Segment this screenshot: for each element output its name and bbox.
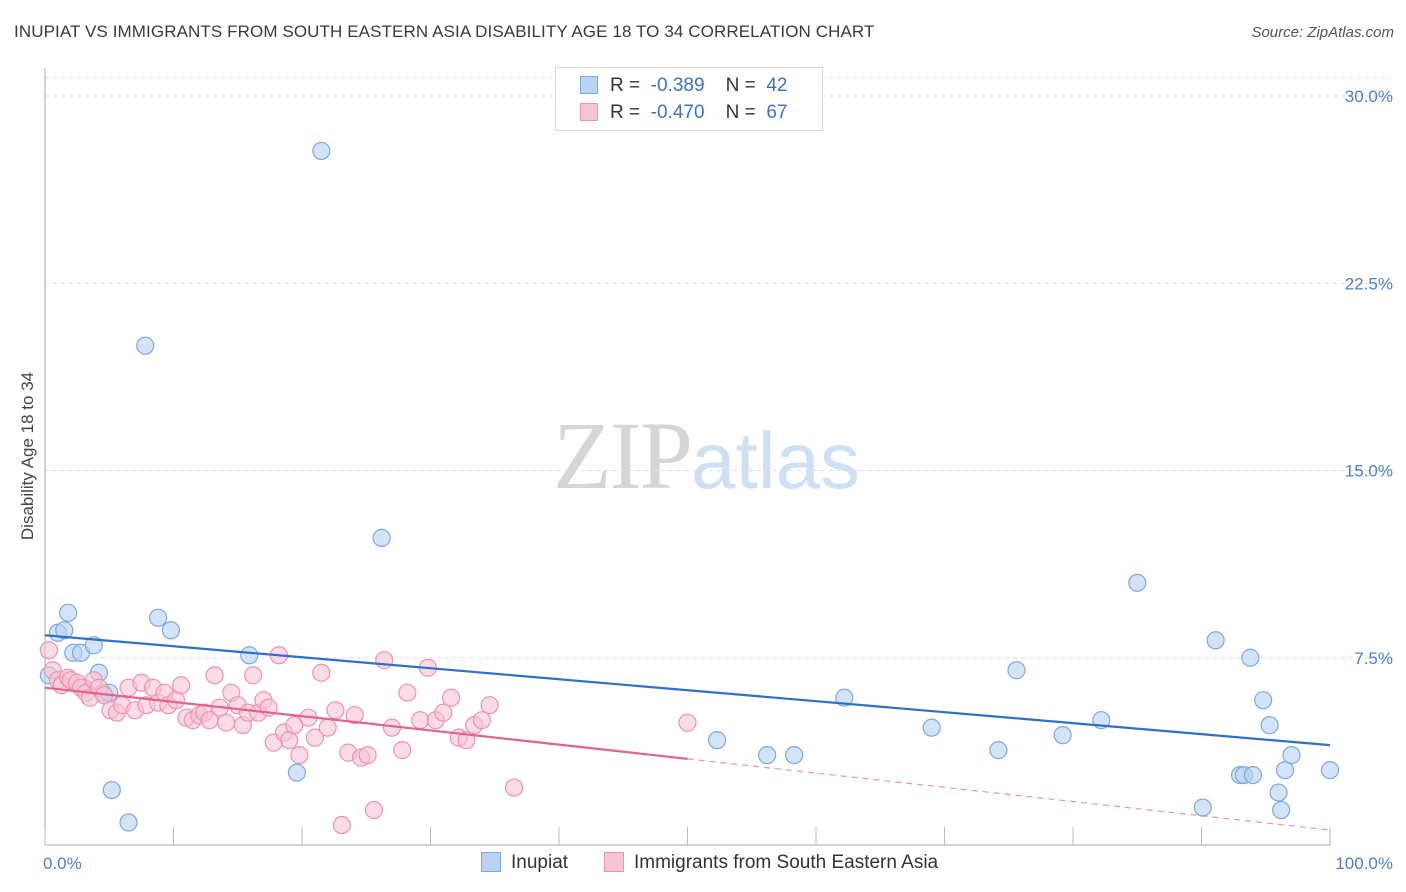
immigrants-legend-swatch [604, 852, 624, 872]
immigrants-point [217, 713, 236, 732]
stats-legend-row-inupiat: R = -0.389 N = 42 [580, 75, 787, 99]
immigrants-point [472, 711, 491, 730]
immigrants-point [332, 815, 351, 835]
immigrants-point [39, 641, 58, 660]
chart-title: INUPIAT VS IMMIGRANTS FROM SOUTH EASTERN… [14, 22, 875, 41]
inupiat-point [1320, 760, 1340, 780]
inupiat-point [922, 718, 941, 737]
immigrants-point [441, 688, 461, 707]
inupiat-point [707, 731, 727, 750]
immigrants-point [393, 741, 412, 760]
r-label: R = [610, 75, 641, 96]
immigrants-point [678, 713, 697, 732]
immigrants-point [398, 683, 417, 702]
inupiat-point [161, 621, 181, 640]
inupiat-point [1241, 648, 1260, 667]
inupiat-point [1272, 800, 1291, 820]
immigrants-swatch [580, 103, 598, 121]
inupiat-legend-swatch [481, 852, 501, 872]
inupiat-point [1007, 661, 1026, 680]
immigrants-point [364, 800, 384, 820]
y-tick-label: 15.0% [1345, 462, 1393, 481]
immigrants-point [244, 666, 263, 685]
inupiat-swatch [580, 76, 598, 94]
inupiat-point [1254, 691, 1273, 710]
x-tick-label: 0.0% [43, 854, 82, 873]
inupiat-point [312, 141, 331, 161]
inupiat-point [136, 336, 155, 355]
inupiat-point [287, 763, 306, 782]
inupiat-point [835, 688, 854, 707]
inupiat-point [785, 746, 804, 765]
immigrants-point [172, 676, 191, 695]
immigrants-point [345, 706, 364, 725]
inupiat-point [59, 603, 78, 622]
immigrants-point [480, 696, 499, 715]
inupiat-point [1128, 573, 1147, 592]
immigrants-point [312, 663, 331, 682]
legend-item-inupiat: Inupiat [481, 852, 568, 874]
inupiat-point [240, 646, 259, 665]
y-tick-label: 22.5% [1345, 274, 1393, 293]
watermark-atlas: atlas [691, 416, 860, 505]
inupiat-point [1260, 716, 1279, 735]
immigrants-point [411, 711, 430, 730]
r-value: -0.470 [650, 102, 705, 123]
source-label: Source: ZipAtlas.com [1251, 24, 1394, 41]
inupiat-point [1193, 798, 1212, 817]
inupiat-point [989, 741, 1008, 760]
inupiat-point [148, 608, 168, 627]
inupiat-point [1206, 631, 1225, 650]
inupiat-point [102, 780, 121, 800]
immigrants-point [318, 718, 337, 737]
stats-legend-row-immigrants: R = -0.470 N = 67 [580, 102, 787, 126]
immigrants-point [326, 701, 345, 720]
r-value: -0.389 [650, 75, 705, 96]
immigrants-point [434, 703, 453, 722]
immigrants-trend-line [44, 686, 688, 760]
series-legend: Inupiat Immigrants from South Eastern As… [0, 852, 1406, 878]
inupiat-point [1282, 746, 1301, 765]
inupiat-point [1275, 760, 1295, 780]
inupiat-point [372, 528, 391, 548]
immigrants-point [285, 716, 304, 735]
immigrants-point [358, 746, 377, 765]
r-label: R = [610, 102, 641, 123]
immigrants-point [504, 778, 524, 797]
immigrants-point [290, 746, 309, 765]
immigrants-trend-line-extension [687, 758, 1331, 831]
legend-label-inupiat: Inupiat [511, 852, 569, 873]
inupiat-trend-line [44, 634, 1331, 747]
watermark-zip: ZIP [553, 402, 693, 509]
immigrants-point [205, 666, 224, 685]
immigrants-point [305, 728, 324, 747]
y-tick-label: 7.5% [1354, 649, 1393, 668]
y-tick-label: 30.0% [1345, 87, 1393, 106]
n-label: N = [725, 75, 756, 96]
n-value: 42 [766, 75, 788, 96]
legend-item-immigrants: Immigrants from South Eastern Asia [604, 852, 938, 874]
inupiat-point [84, 636, 103, 655]
watermark: ZIPatlas [553, 400, 860, 511]
legend-label-immigrants: Immigrants from South Eastern Asia [634, 852, 939, 873]
inupiat-point [1269, 783, 1288, 802]
n-value: 67 [766, 102, 788, 123]
inupiat-point [119, 813, 138, 832]
n-label: N = [725, 102, 756, 123]
inupiat-point [1053, 726, 1072, 745]
stats-legend: R = -0.389 N = 42 R = -0.470 N = 67 [555, 67, 823, 131]
inupiat-point [55, 621, 74, 640]
x-tick-label: 100.0% [1335, 854, 1393, 873]
immigrants-point [375, 651, 394, 670]
inupiat-point [1243, 765, 1263, 785]
inupiat-point [758, 746, 777, 765]
